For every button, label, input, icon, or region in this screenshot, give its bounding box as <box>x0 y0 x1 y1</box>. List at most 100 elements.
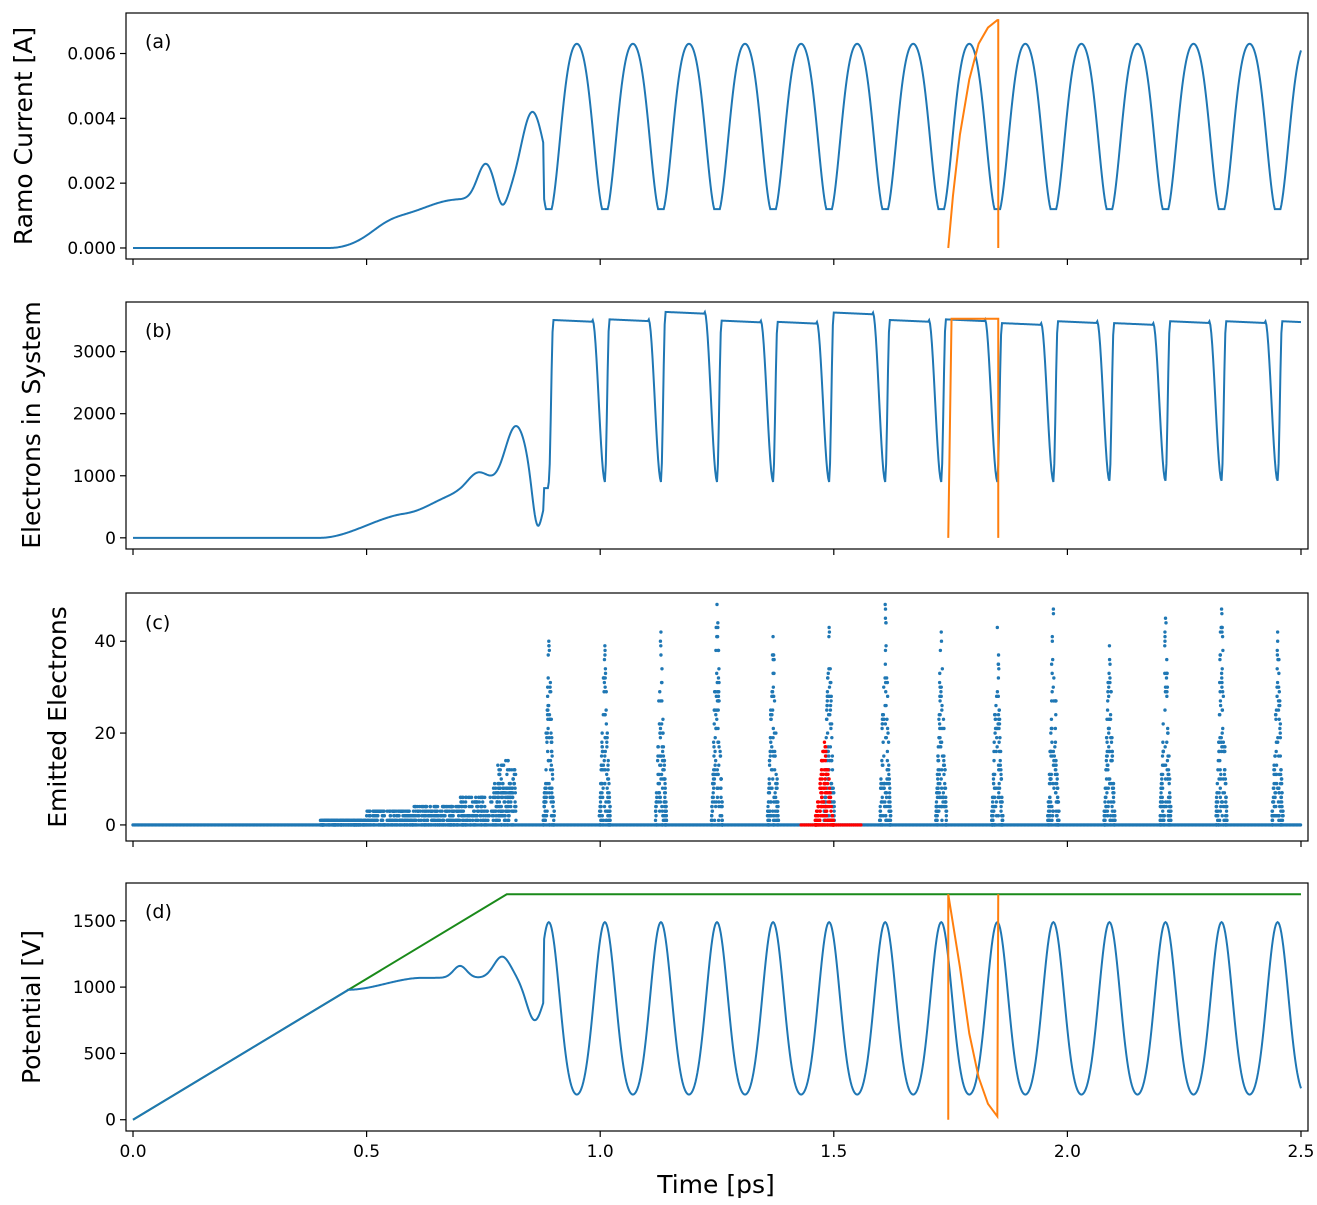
emitted-point <box>1223 804 1227 809</box>
emitted-point <box>713 749 717 754</box>
emitted-point <box>1107 657 1112 662</box>
emitted-point <box>550 768 555 772</box>
emitted-point <box>1111 800 1115 804</box>
emitted-point <box>1107 749 1112 754</box>
emitted-point <box>878 804 882 809</box>
emitted-point <box>1165 690 1169 694</box>
emitted-point <box>441 814 446 818</box>
emitted-point <box>939 745 943 749</box>
emitted-point <box>497 786 501 790</box>
emitted-point <box>546 676 550 680</box>
highlight-point <box>820 777 824 781</box>
emitted-point <box>1104 754 1109 758</box>
emitted-point <box>662 804 667 809</box>
emitted-point <box>936 745 941 749</box>
emitted-point <box>509 800 513 804</box>
emitted-point <box>716 648 721 653</box>
emitted-point <box>658 639 663 643</box>
emitted-point <box>470 814 474 818</box>
emitted-point <box>942 804 946 809</box>
emitted-point <box>1280 791 1284 795</box>
emitted-point <box>1106 690 1110 694</box>
emitted-point <box>996 694 1001 699</box>
emitted-point <box>1049 823 1054 827</box>
emitted-point <box>711 786 716 790</box>
highlight-point <box>822 749 826 754</box>
emitted-point <box>993 713 997 717</box>
emitted-point <box>1218 768 1222 772</box>
emitted-point <box>941 795 946 800</box>
emitted-point <box>996 814 1001 818</box>
emitted-point <box>715 786 719 790</box>
emitted-point <box>991 777 996 781</box>
emitted-point <box>608 804 612 809</box>
emitted-point <box>605 740 609 744</box>
emitted-point <box>468 823 472 827</box>
emitted-point <box>1162 823 1167 827</box>
emitted-point <box>510 768 514 772</box>
emitted-point <box>470 804 474 809</box>
emitted-point <box>334 818 339 823</box>
emitted-point <box>1110 749 1114 754</box>
emitted-point <box>549 731 553 735</box>
emitted-point <box>1298 823 1303 827</box>
emitted-point <box>1223 781 1228 786</box>
y-tick-label: 1000 <box>73 978 116 998</box>
emitted-point <box>944 814 949 818</box>
emitted-point <box>658 731 662 735</box>
emitted-point <box>419 818 423 823</box>
emitted-point <box>1055 777 1059 781</box>
emitted-point <box>550 814 555 818</box>
emitted-point <box>710 814 714 818</box>
emitted-point <box>713 763 717 767</box>
emitted-point <box>771 809 775 813</box>
emitted-point <box>602 690 606 694</box>
emitted-point <box>467 814 471 818</box>
emitted-point <box>944 818 948 823</box>
emitted-point <box>1279 768 1283 772</box>
emitted-point <box>878 823 882 827</box>
emitted-point <box>499 823 504 827</box>
emitted-point <box>454 823 459 827</box>
emitted-point <box>936 754 940 758</box>
emitted-point <box>1219 671 1224 676</box>
emitted-point <box>1050 814 1055 818</box>
emitted-point <box>510 786 515 790</box>
emitted-point <box>1278 726 1282 731</box>
emitted-point <box>547 823 552 827</box>
emitted-point <box>603 809 608 813</box>
emitted-point <box>356 818 361 823</box>
emitted-point <box>1273 754 1277 758</box>
emitted-point <box>1217 740 1221 744</box>
emitted-point <box>1053 758 1058 763</box>
emitted-point <box>718 754 723 758</box>
emitted-point <box>602 758 606 763</box>
emitted-point <box>1160 804 1164 809</box>
emitted-point <box>1108 717 1112 721</box>
emitted-point <box>1047 781 1052 786</box>
emitted-point <box>1108 818 1112 823</box>
emitted-point <box>825 708 829 712</box>
emitted-point <box>883 703 887 708</box>
emitted-point <box>939 786 944 790</box>
emitted-point <box>327 818 332 823</box>
emitted-point <box>884 795 889 800</box>
emitted-point <box>996 722 1000 726</box>
emitted-point <box>1274 749 1278 754</box>
emitted-point <box>1106 694 1111 699</box>
emitted-point <box>474 795 478 800</box>
emitted-point <box>1220 667 1224 671</box>
emitted-point <box>1160 754 1165 758</box>
emitted-point <box>881 713 886 717</box>
emitted-point <box>1167 791 1172 795</box>
emitted-point <box>1108 777 1112 781</box>
emitted-point <box>434 804 438 809</box>
emitted-point <box>392 809 396 813</box>
emitted-point <box>603 667 608 671</box>
emitted-point <box>940 708 944 712</box>
emitted-point <box>392 814 396 818</box>
emitted-point <box>1166 777 1170 781</box>
panel-d-ylabel: Potential [V] <box>17 930 46 1084</box>
emitted-point <box>433 823 438 827</box>
emitted-point <box>1276 699 1281 703</box>
